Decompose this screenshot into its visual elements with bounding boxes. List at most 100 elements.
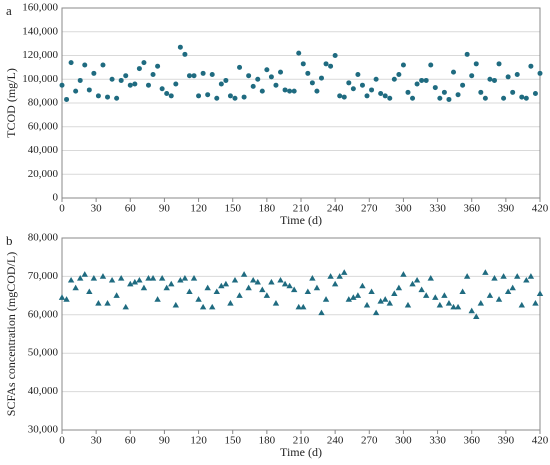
point	[240, 271, 248, 277]
point	[77, 77, 83, 83]
point	[364, 93, 370, 99]
point	[145, 275, 152, 281]
point	[232, 95, 238, 101]
point	[500, 273, 507, 279]
point	[273, 82, 279, 88]
x-tick-label: 390	[498, 203, 515, 215]
point	[527, 273, 535, 279]
point	[305, 70, 311, 76]
point	[117, 275, 125, 281]
point	[413, 276, 421, 283]
point	[441, 292, 448, 298]
y-tick-label: 60,000	[28, 120, 59, 132]
point	[86, 288, 93, 295]
point	[291, 88, 297, 94]
point	[336, 273, 343, 279]
point	[209, 303, 216, 310]
point	[451, 69, 457, 75]
point	[400, 62, 406, 68]
y-axis-label: SCFAs concentration (mgCOD/L)	[4, 252, 18, 416]
point	[195, 296, 202, 302]
x-tick-label: 270	[361, 435, 378, 447]
point	[109, 76, 115, 82]
point	[59, 82, 65, 88]
x-tick-label: 0	[59, 203, 65, 215]
point	[105, 94, 111, 100]
x-tick-label: 150	[224, 203, 241, 215]
point	[418, 286, 425, 293]
point	[190, 275, 198, 281]
point	[282, 87, 288, 93]
point	[127, 82, 133, 88]
x-tick-label: 360	[463, 203, 480, 215]
point	[323, 61, 329, 67]
y-tick-label: 140,000	[22, 25, 58, 37]
x-tick-label: 180	[259, 435, 276, 447]
point	[272, 299, 280, 306]
point	[141, 60, 147, 66]
point	[173, 81, 179, 87]
point	[186, 288, 193, 295]
point	[118, 77, 124, 83]
point	[382, 296, 389, 302]
x-tick-label: 210	[293, 203, 310, 215]
x-tick-label: 300	[395, 203, 412, 215]
x-axis-label: Time (d)	[280, 213, 322, 227]
point	[231, 276, 239, 283]
point	[277, 276, 284, 283]
point	[313, 284, 321, 291]
point	[90, 275, 98, 281]
x-tick-label: 300	[395, 435, 412, 447]
point	[140, 284, 148, 291]
point	[372, 309, 380, 316]
y-tick-label: 100,000	[22, 73, 58, 85]
x-tick-label: 210	[293, 435, 310, 447]
point	[182, 51, 188, 57]
point	[68, 60, 74, 66]
point	[136, 276, 143, 283]
x-tick-label: 120	[190, 203, 207, 215]
point	[478, 89, 484, 95]
point	[341, 94, 347, 100]
point	[387, 95, 393, 101]
point	[290, 286, 298, 293]
point	[382, 93, 388, 99]
y-tick-label: 50,000	[28, 347, 59, 359]
point	[368, 288, 375, 295]
point	[537, 70, 543, 76]
point	[209, 72, 215, 77]
x-tick-label: 150	[224, 435, 241, 447]
point	[191, 73, 197, 79]
point	[222, 280, 230, 287]
panel-label: b	[6, 233, 13, 248]
point	[168, 93, 174, 99]
x-tick-label: 330	[429, 435, 446, 447]
point	[468, 307, 475, 314]
point	[414, 81, 420, 87]
point	[386, 299, 393, 306]
point	[354, 292, 362, 298]
point	[72, 284, 79, 291]
point	[423, 77, 429, 83]
point	[236, 292, 243, 298]
point	[122, 303, 129, 310]
y-tick-label: 40,000	[28, 385, 59, 397]
point	[250, 276, 257, 283]
y-tick-label: 60,000	[28, 308, 59, 320]
point	[437, 95, 443, 101]
point	[296, 50, 302, 56]
point	[86, 87, 92, 93]
point	[331, 280, 339, 287]
point	[523, 276, 530, 283]
point	[455, 92, 461, 98]
point	[518, 301, 525, 308]
point	[473, 313, 480, 320]
point	[100, 62, 106, 68]
point	[391, 76, 397, 82]
point	[145, 82, 151, 88]
point	[419, 77, 425, 83]
point	[91, 70, 97, 76]
y-tick-label: 120,000	[22, 49, 58, 61]
point	[532, 299, 539, 306]
